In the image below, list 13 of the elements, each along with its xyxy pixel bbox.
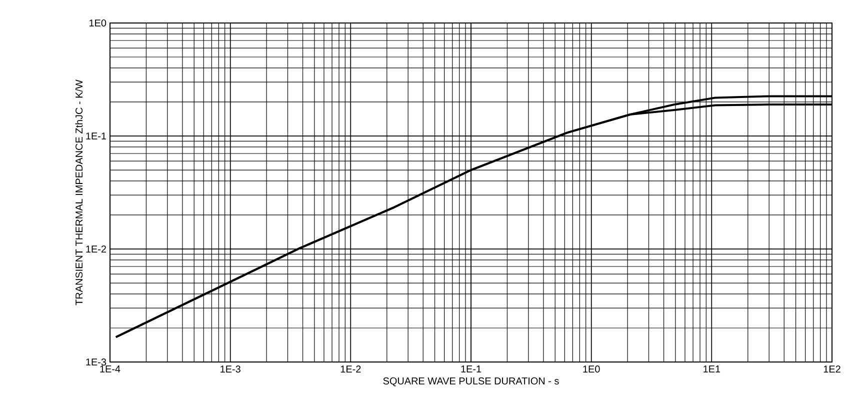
x-tick-label: 1E1 — [704, 366, 720, 372]
x-tick-label: 1E-2 — [340, 366, 361, 372]
y-tick-label: 1E-3 — [86, 358, 106, 366]
x-tick-label: 1E0 — [583, 366, 600, 373]
x-tick-label: 1E-3 — [220, 366, 240, 373]
x-tick-label: 1E2 — [824, 366, 840, 372]
y-tick-label: 1E-2 — [86, 246, 106, 252]
x-axis-title: SQUARE WAVE PULSE DURATION - s — [383, 377, 559, 386]
y-axis-title: TRANSIENT THERMAL IMPEDANCE ZthJC - K/W — [75, 80, 83, 306]
y-tick-label: 1E0 — [90, 19, 106, 27]
y-tick-label: 1E-1 — [86, 132, 106, 140]
x-tick-label: 1E-1 — [461, 366, 482, 372]
x-tick-label: 1E-4 — [100, 366, 120, 372]
